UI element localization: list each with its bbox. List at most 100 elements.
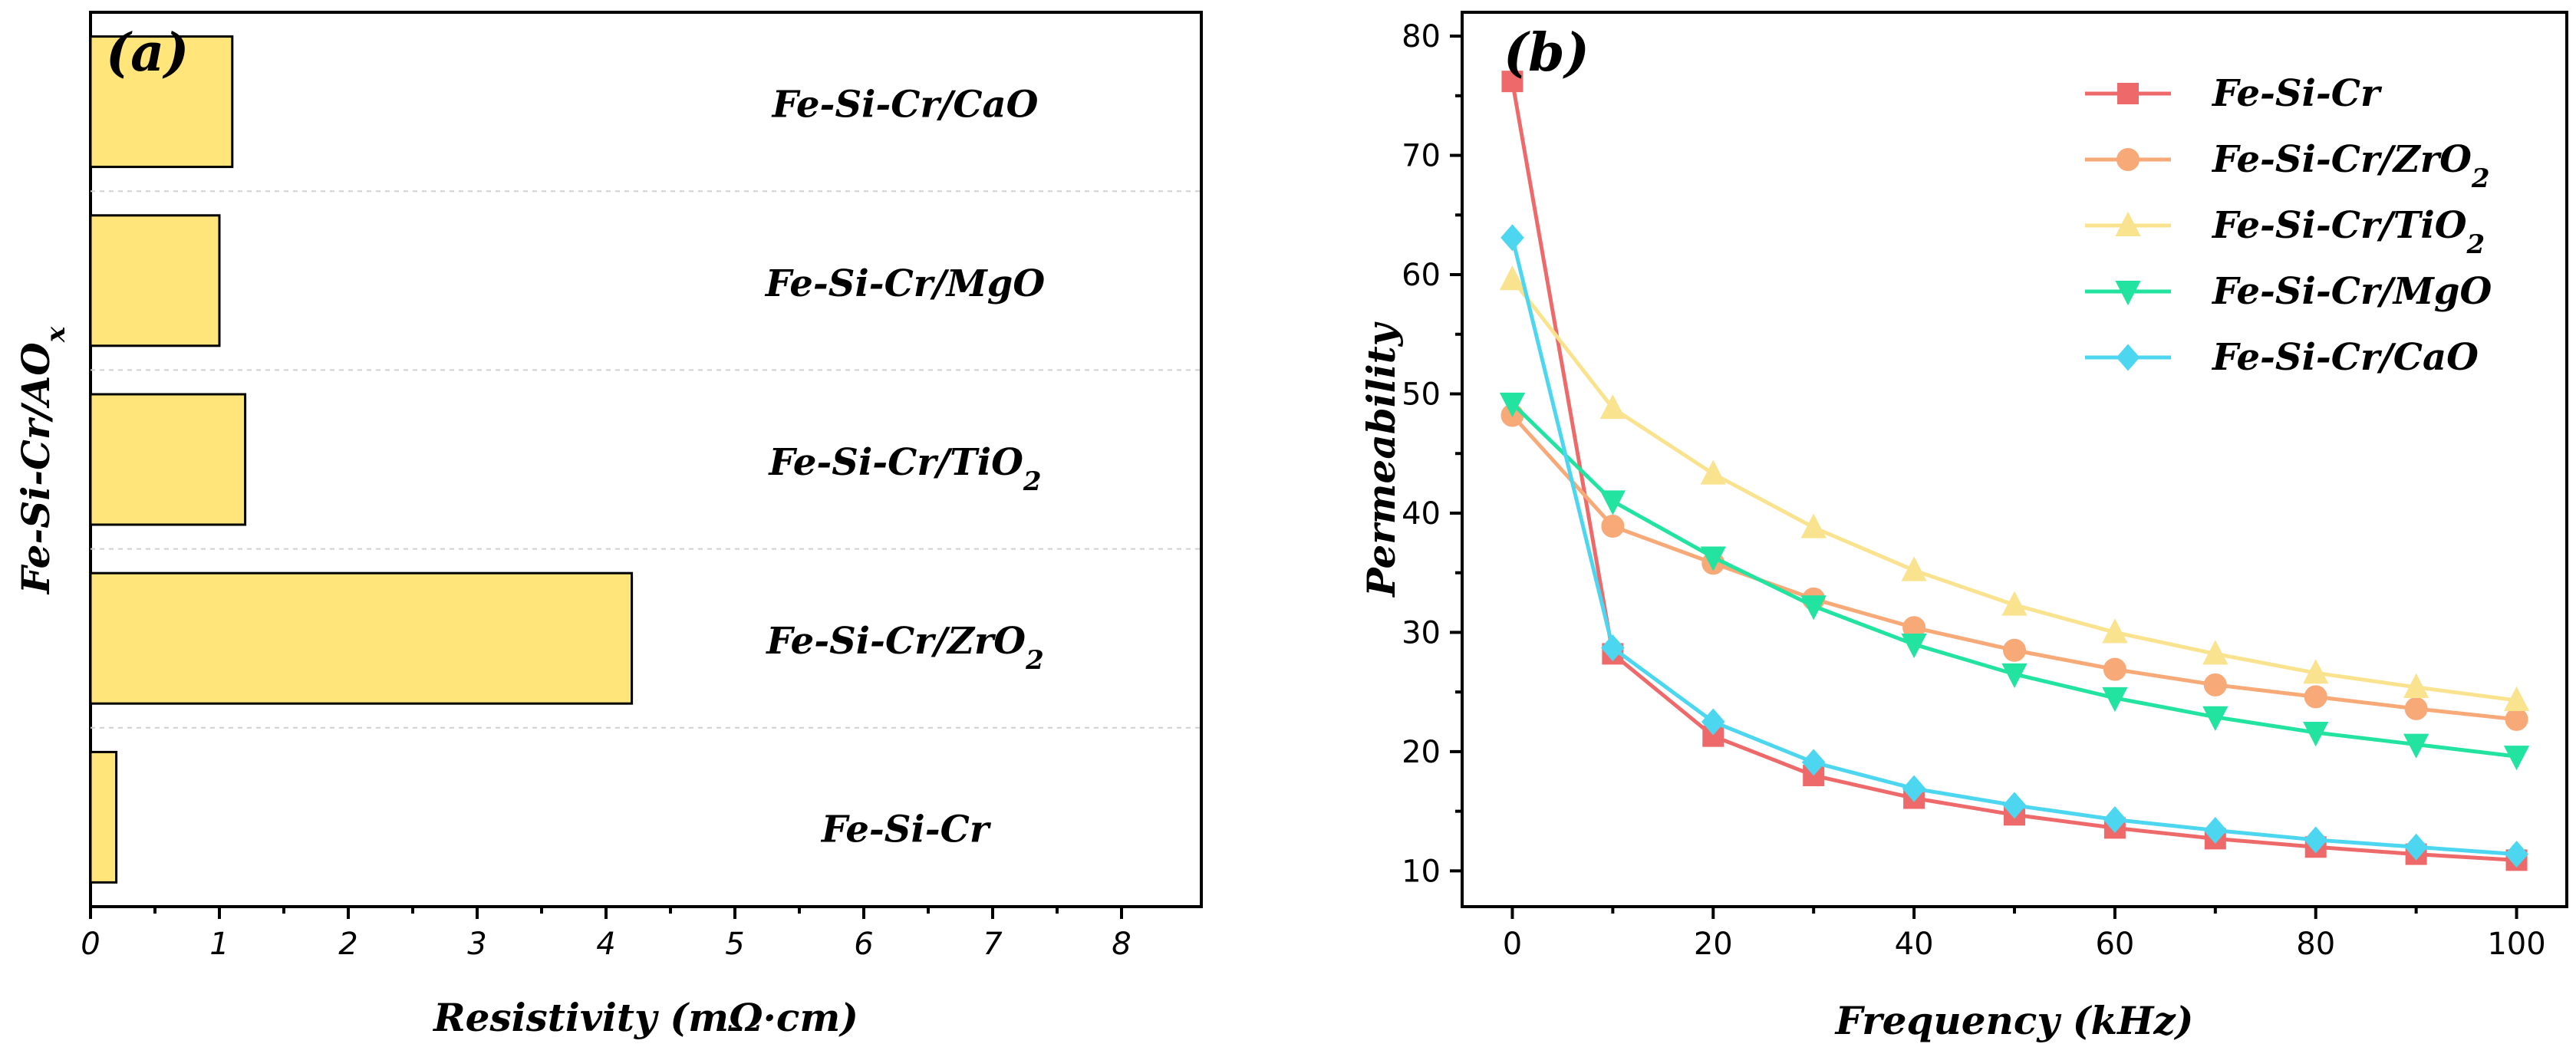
y-axis-title-a: Fe-Si-Cr/AOx (13, 326, 71, 595)
bar (89, 393, 247, 526)
data-point (2115, 211, 2141, 236)
x-tick-label-a: 5 (725, 927, 744, 962)
data-point (1501, 71, 1524, 93)
data-point (2103, 657, 2126, 681)
data-point (1902, 775, 1926, 802)
x-tick-label-a: 7 (983, 927, 1003, 962)
legend-label: Fe-Si-Cr/MgO (2211, 270, 2492, 313)
series-fe-si-cr-mgo (1499, 392, 2530, 771)
data-point (2003, 638, 2026, 662)
legend-entry: Fe-Si-Cr (2085, 72, 2383, 115)
data-point (2102, 618, 2128, 644)
data-point (2116, 148, 2140, 171)
data-point (1901, 556, 1927, 581)
data-point (1700, 546, 1726, 571)
series-fe-si-cr-cao (1500, 224, 2528, 868)
x-tick-label-a: 4 (596, 927, 615, 962)
x-tick-label-b: 40 (1895, 927, 1934, 962)
x-axis-title-a: Resistivity (mΩ·cm) (432, 995, 858, 1040)
data-point (2203, 673, 2227, 696)
bar (89, 35, 234, 169)
data-point (1702, 725, 1724, 747)
y-tick-label-b: 30 (1402, 615, 1441, 650)
legend-label: Fe-Si-Cr/CaO (2211, 336, 2479, 379)
plot-frame-b (1461, 11, 2568, 908)
data-point (2303, 659, 2329, 684)
legend-entry: Fe-Si-Cr/MgO (2085, 270, 2492, 313)
x-tick-label-b: 20 (1694, 927, 1733, 962)
x-tick-label-b: 0 (1503, 927, 1522, 962)
data-point (1901, 633, 1927, 659)
y-tick-label-b: 10 (1402, 854, 1441, 889)
category-label: Fe-Si-Cr/MgO (764, 262, 1045, 305)
data-point (1800, 513, 1827, 538)
legend-label: Fe-Si-Cr/ZrO2 (2211, 138, 2490, 194)
data-point (2505, 841, 2528, 868)
data-point (2202, 640, 2228, 665)
x-axis-title-b: Frequency (kHz) (1834, 998, 2194, 1043)
data-point (2116, 344, 2140, 371)
data-point (2505, 707, 2528, 731)
legend-label: Fe-Si-Cr/TiO2 (2211, 204, 2485, 260)
y-tick-label-b: 40 (1402, 496, 1441, 532)
data-point (2103, 805, 2127, 834)
y-tick-label-b: 20 (1402, 735, 1441, 770)
panel-label-b: (b) (1504, 22, 1589, 84)
data-point (2304, 685, 2327, 709)
data-point (1599, 490, 1626, 515)
category-labels-a: Fe-Si-Cr Fe-Si-Cr/ZrO2 Fe-Si-Cr/TiO2 Fe-Si-… (764, 84, 1045, 851)
x-tick-label-b: 80 (2296, 927, 2335, 962)
legend-entry: Fe-Si-Cr/CaO (2085, 336, 2479, 379)
x-tick-label-a: 0 (81, 927, 100, 962)
y-tick-label-b: 70 (1402, 139, 1441, 174)
bar (89, 750, 118, 884)
data-point (2503, 746, 2530, 771)
data-point (1599, 393, 1626, 420)
data-point (1601, 515, 1625, 538)
y-tick-label-b: 60 (1402, 258, 1441, 293)
legend-entry: Fe-Si-Cr/TiO2 (2085, 204, 2485, 260)
bar (89, 214, 221, 347)
data-point (2403, 673, 2429, 698)
data-point (2404, 696, 2428, 720)
resistivity-bar-chart: Fe-Si-Cr Fe-Si-Cr/ZrO2 Fe-Si-Cr/TiO2 Fe-Si-… (13, 11, 1203, 1040)
data-point (1499, 265, 1526, 291)
data-point (1800, 595, 1827, 621)
legend-entry: Fe-Si-Cr/ZrO2 (2085, 138, 2490, 194)
data-point (2404, 833, 2428, 861)
legend-b: Fe-Si-Cr Fe-Si-Cr/ZrO2 Fe-Si-Cr/TiO2 Fe-Si-… (2085, 72, 2492, 379)
category-label: Fe-Si-Cr/TiO2 (767, 441, 1041, 497)
data-point (1801, 749, 1826, 776)
data-point (2304, 826, 2328, 854)
x-tick-label-a: 8 (1112, 927, 1131, 962)
panel-label-a: (a) (106, 22, 189, 84)
data-point (2303, 722, 2329, 747)
series-fe-si-cr-zro2 (1500, 403, 2528, 731)
y-axis-title-b: Permeability (1359, 321, 1404, 598)
gridlines-a (91, 190, 1201, 729)
data-point (1499, 392, 1526, 418)
data-point (1601, 634, 1625, 662)
data-point (2102, 687, 2128, 713)
data-point (1500, 224, 1524, 252)
data-point (2115, 281, 2141, 306)
plot-frame-a (89, 11, 1203, 908)
data-point (2001, 663, 2028, 689)
data-point (1700, 459, 1726, 485)
data-point (2403, 733, 2429, 759)
axis-ticks-b: 0 20 40 60 80 100 10 20 30 40 50 60 70 80 (1402, 19, 2546, 962)
bars-a (89, 35, 634, 884)
data-point (2503, 686, 2530, 712)
x-tick-label-a: 1 (209, 927, 229, 962)
data-point (2001, 591, 2028, 616)
data-point (2117, 83, 2139, 104)
x-ticks-a: 0 1 2 3 4 5 6 7 8 (81, 907, 1132, 962)
legend-label: Fe-Si-Cr (2211, 72, 2383, 115)
series-fe-si-cr-tio2 (1499, 265, 2530, 712)
x-tick-label-a: 3 (467, 927, 486, 962)
y-tick-label-b: 80 (1402, 19, 1441, 54)
category-label: Fe-Si-Cr/CaO (771, 84, 1039, 127)
x-tick-label-a: 6 (854, 927, 873, 962)
